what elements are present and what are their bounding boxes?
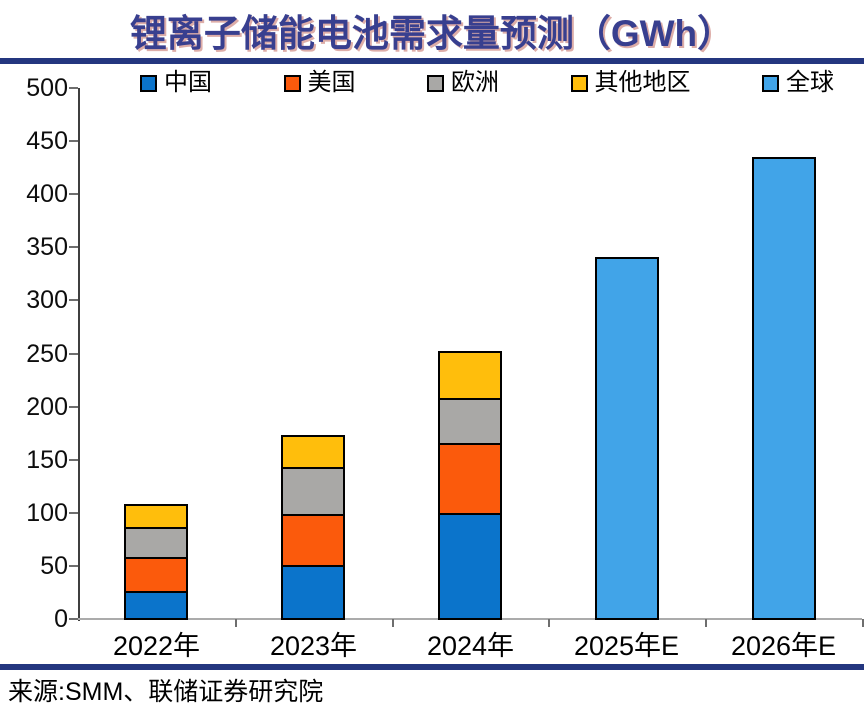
y-axis-tick bbox=[69, 618, 78, 620]
y-axis-tick bbox=[69, 353, 78, 355]
y-axis-label: 100 bbox=[26, 499, 68, 527]
legend-item: 中国 bbox=[140, 70, 212, 96]
bar-segment-中国 bbox=[438, 513, 502, 620]
y-axis-tick bbox=[69, 246, 78, 248]
legend-item: 欧洲 bbox=[427, 70, 499, 96]
x-axis-label: 2024年 bbox=[426, 631, 515, 661]
bar-segment-欧洲 bbox=[124, 527, 188, 559]
x-axis-tick bbox=[862, 619, 864, 627]
legend-item: 全球 bbox=[762, 70, 834, 96]
y-axis-label: 450 bbox=[26, 127, 68, 155]
bar-segment-全球 bbox=[752, 157, 816, 620]
legend-label: 美国 bbox=[307, 69, 356, 96]
source-note: 来源:SMM、联储证券研究院 bbox=[8, 678, 324, 706]
bar-segment-其他地区 bbox=[124, 504, 188, 529]
bar-segment-中国 bbox=[281, 565, 345, 620]
bar-segment-其他地区 bbox=[438, 351, 502, 400]
legend-label: 其他地区 bbox=[594, 69, 691, 96]
y-axis-label: 150 bbox=[26, 446, 68, 474]
y-axis-tick bbox=[69, 87, 78, 89]
legend-swatch-icon bbox=[762, 74, 779, 92]
y-axis-label: 500 bbox=[26, 74, 68, 102]
x-axis-label: 2025年E bbox=[573, 631, 680, 661]
x-axis-tick bbox=[705, 619, 707, 627]
y-axis-tick bbox=[69, 140, 78, 142]
x-axis-tick bbox=[392, 619, 394, 627]
y-axis-label: 200 bbox=[26, 393, 68, 421]
x-axis-label: 2023年 bbox=[269, 631, 358, 661]
bar-segment-欧洲 bbox=[281, 467, 345, 516]
x-axis-label: 2022年 bbox=[112, 631, 201, 661]
x-axis-label: 2026年E bbox=[730, 631, 837, 661]
y-axis-line bbox=[78, 88, 80, 621]
legend-swatch-icon bbox=[283, 74, 301, 92]
bar-segment-全球 bbox=[595, 257, 659, 620]
y-axis-tick bbox=[69, 406, 78, 408]
bar-segment-美国 bbox=[124, 557, 188, 593]
x-axis-tick bbox=[235, 619, 237, 627]
y-axis-tick bbox=[69, 193, 78, 195]
bar-segment-美国 bbox=[281, 514, 345, 567]
bar-segment-中国 bbox=[124, 591, 188, 620]
chart-legend: 中国 美国 欧洲 其他地区 全球 bbox=[140, 70, 834, 96]
y-axis-tick bbox=[69, 565, 78, 567]
y-axis-tick bbox=[69, 512, 78, 514]
legend-item: 其他地区 bbox=[570, 69, 691, 96]
legend-label: 欧洲 bbox=[451, 69, 499, 96]
legend-item: 美国 bbox=[283, 69, 356, 96]
y-axis-label: 250 bbox=[26, 340, 68, 368]
y-axis-label: 300 bbox=[26, 286, 68, 314]
x-axis-tick bbox=[548, 619, 550, 627]
legend-label: 全球 bbox=[786, 69, 834, 96]
top-divider-line bbox=[0, 58, 864, 64]
bar-segment-美国 bbox=[438, 443, 502, 515]
legend-swatch-icon bbox=[427, 74, 444, 92]
bar-segment-其他地区 bbox=[281, 435, 345, 469]
y-axis-label: 400 bbox=[26, 180, 68, 208]
y-axis-label: 50 bbox=[40, 552, 68, 580]
legend-swatch-icon bbox=[570, 74, 588, 92]
bottom-divider-line bbox=[0, 664, 864, 670]
legend-swatch-icon bbox=[140, 74, 157, 92]
y-axis-tick bbox=[69, 299, 78, 301]
y-axis-label: 0 bbox=[54, 605, 68, 633]
bar-segment-欧洲 bbox=[438, 398, 502, 445]
y-axis-tick bbox=[69, 459, 78, 461]
legend-label: 中国 bbox=[164, 69, 212, 96]
chart-title: 锂离子储能电池需求量预测（GWh） bbox=[129, 13, 735, 54]
y-axis-label: 350 bbox=[26, 233, 68, 261]
